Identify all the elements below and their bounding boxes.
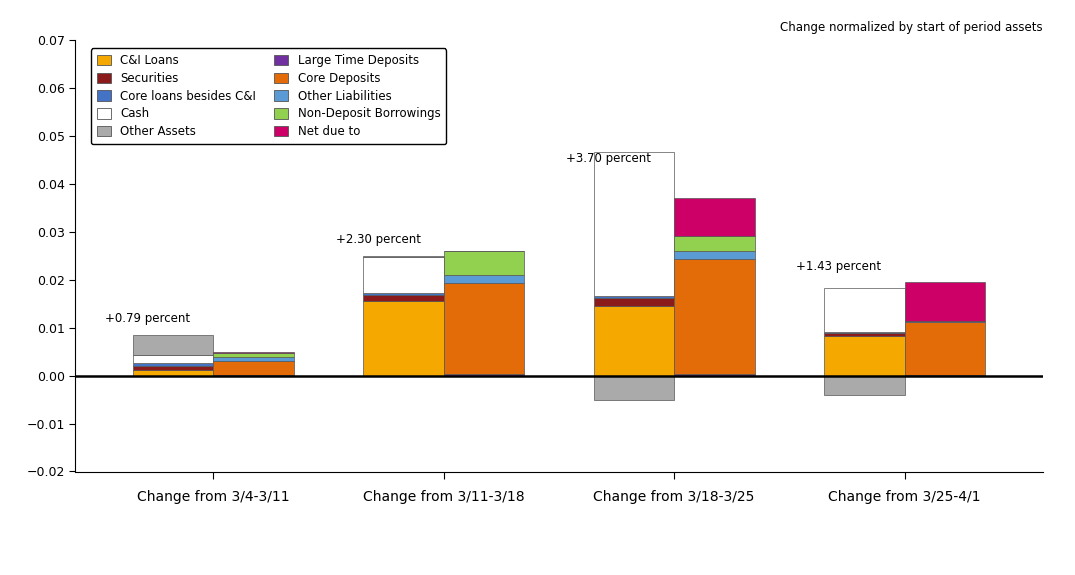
Bar bbox=[593, 152, 674, 296]
Bar bbox=[823, 332, 904, 336]
Bar bbox=[904, 322, 985, 375]
Bar bbox=[133, 335, 214, 355]
Bar bbox=[823, 336, 904, 375]
Bar bbox=[363, 293, 444, 295]
Text: +2.30 percent: +2.30 percent bbox=[335, 233, 420, 246]
Bar bbox=[214, 356, 295, 361]
Bar bbox=[444, 275, 525, 283]
Text: +3.70 percent: +3.70 percent bbox=[565, 152, 650, 165]
Bar bbox=[133, 366, 214, 370]
Bar bbox=[363, 301, 444, 375]
Bar bbox=[823, 375, 904, 395]
Bar bbox=[674, 374, 755, 375]
Text: Change normalized by start of period assets: Change normalized by start of period ass… bbox=[780, 21, 1043, 34]
Text: +0.79 percent: +0.79 percent bbox=[105, 312, 190, 325]
Bar bbox=[133, 363, 214, 366]
Bar bbox=[904, 282, 985, 321]
Bar bbox=[674, 236, 755, 251]
Bar bbox=[593, 306, 674, 375]
Bar bbox=[823, 289, 904, 332]
Bar bbox=[133, 355, 214, 363]
Legend: C&I Loans, Securities, Core loans besides C&I, Cash, Other Assets, Large Time De: C&I Loans, Securities, Core loans beside… bbox=[90, 48, 446, 144]
Bar bbox=[593, 296, 674, 298]
Bar bbox=[214, 353, 295, 356]
Bar bbox=[674, 198, 755, 236]
Bar bbox=[593, 298, 674, 306]
Bar bbox=[214, 361, 295, 375]
Bar bbox=[593, 375, 674, 400]
Bar bbox=[444, 251, 525, 275]
Bar bbox=[444, 374, 525, 375]
Bar bbox=[674, 251, 755, 259]
Bar bbox=[363, 256, 444, 258]
Bar bbox=[363, 295, 444, 301]
Bar bbox=[214, 352, 295, 353]
Bar bbox=[444, 283, 525, 374]
Text: +1.43 percent: +1.43 percent bbox=[797, 260, 882, 273]
Bar bbox=[674, 259, 755, 374]
Bar bbox=[363, 258, 444, 293]
Bar bbox=[133, 370, 214, 375]
Bar bbox=[904, 321, 985, 322]
